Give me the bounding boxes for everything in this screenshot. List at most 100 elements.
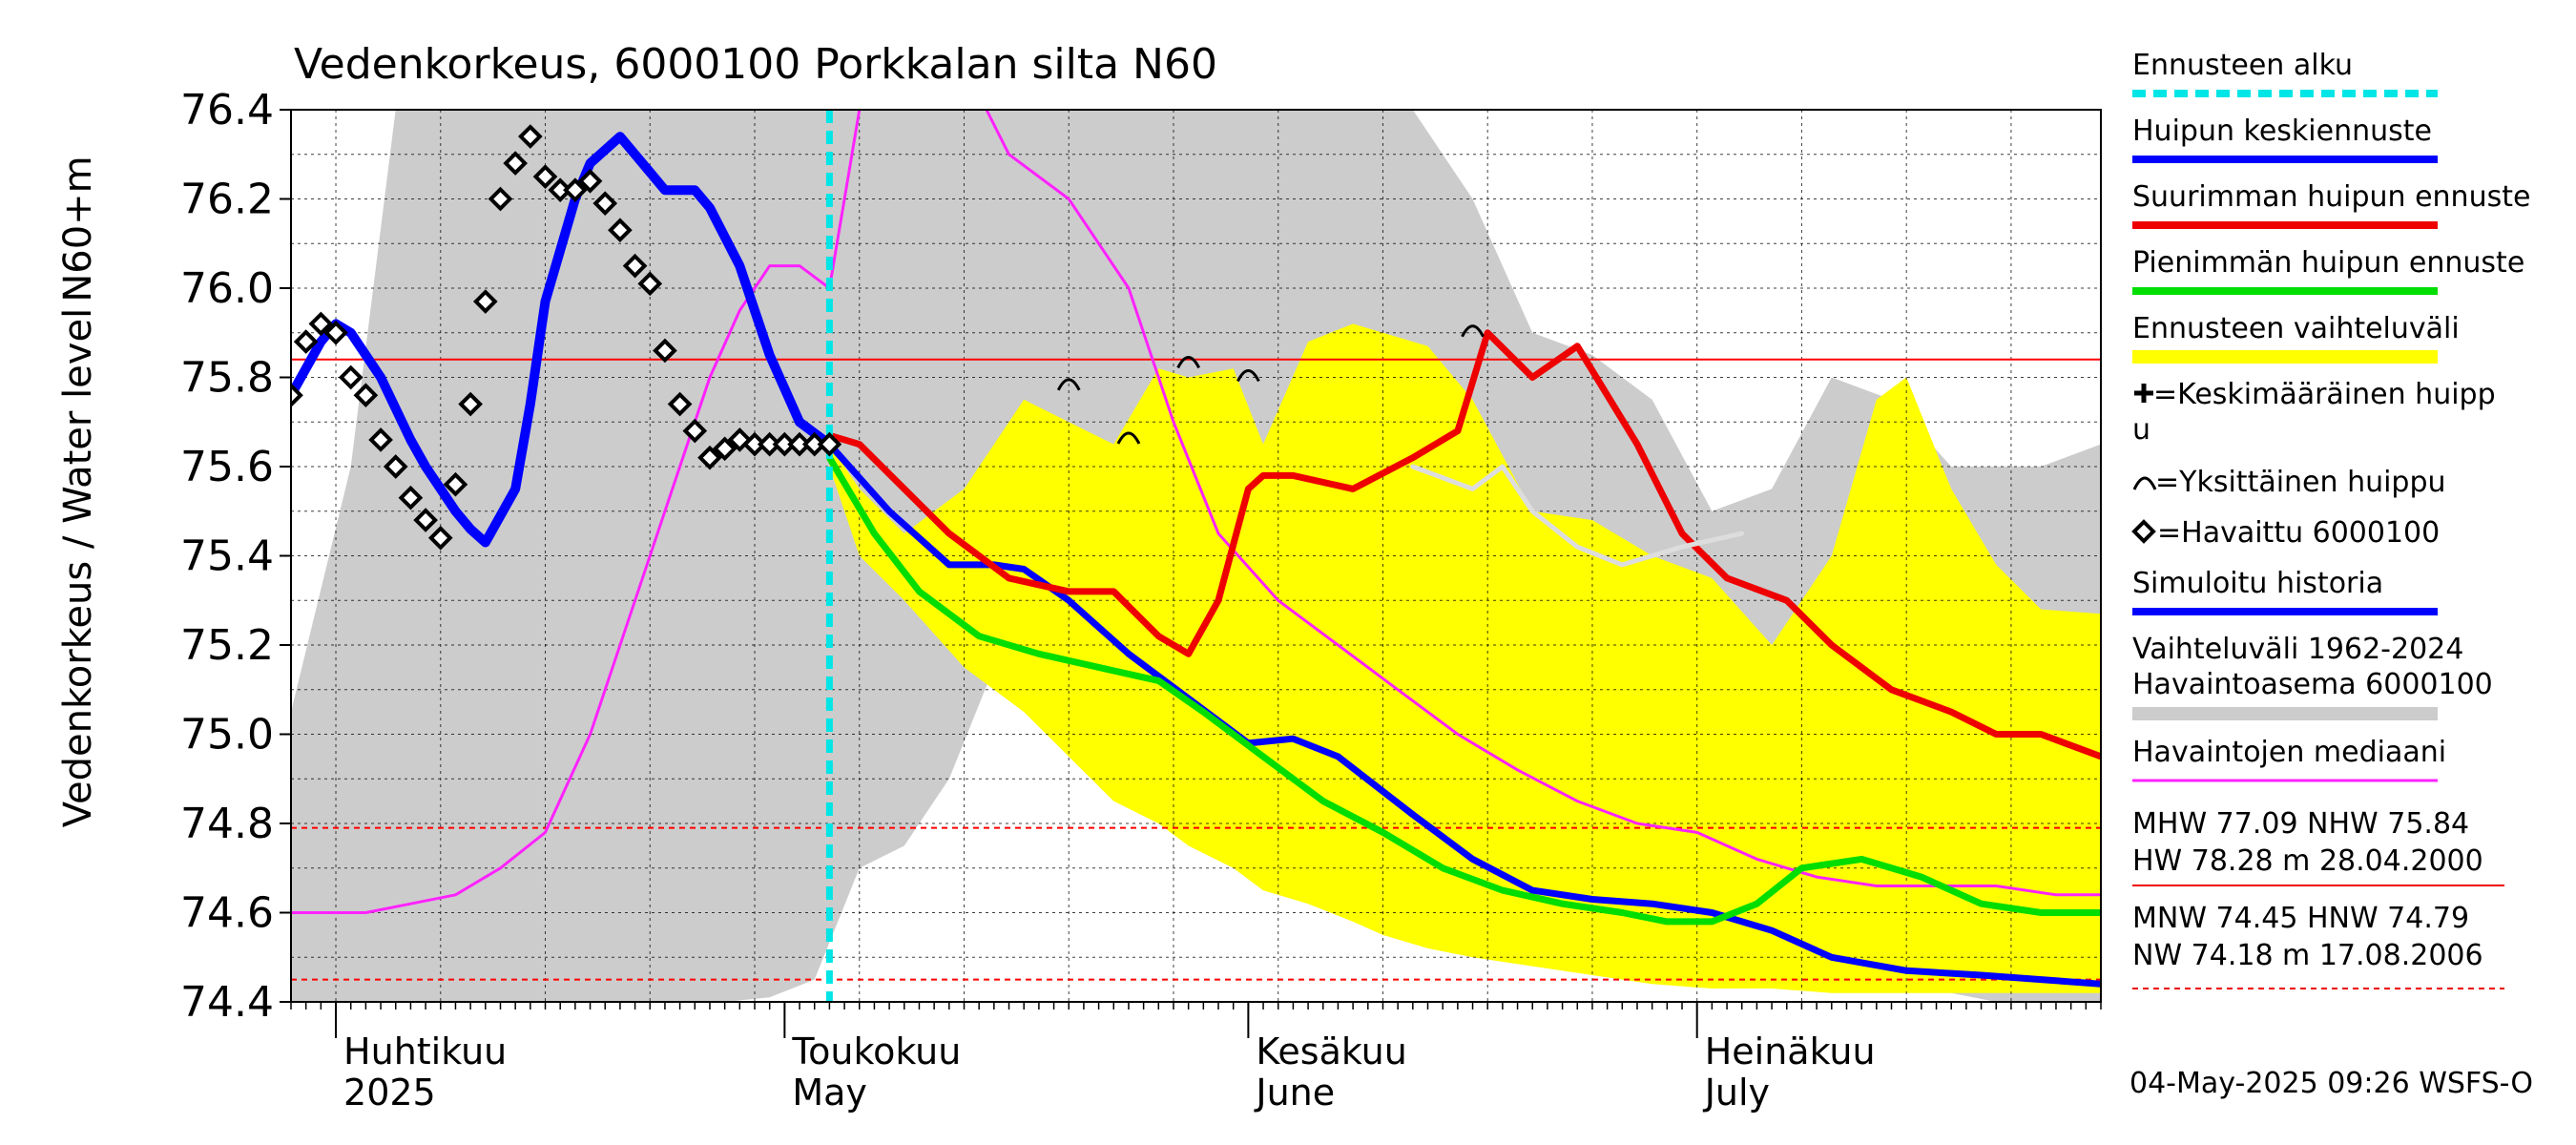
observed-point bbox=[291, 383, 303, 408]
chart-title: Vedenkorkeus, 6000100 Porkkalan silta N6… bbox=[294, 40, 1217, 89]
legend-entry-5: =Keskimääräinen huippu bbox=[2132, 378, 2496, 447]
y-tick-label: 75.0 bbox=[180, 711, 274, 760]
observed-point bbox=[653, 338, 677, 364]
y-tick-label: 76.2 bbox=[180, 176, 274, 224]
legend-label: Ennusteen alku bbox=[2132, 49, 2353, 82]
y-tick-label: 74.6 bbox=[180, 889, 274, 938]
series-lines bbox=[291, 110, 2101, 988]
y-ticks: 74.4 74.6 74.8 75.0 75.2 75.4 75.6 75.8 76.0 76.2… bbox=[180, 86, 291, 1027]
arc-icon bbox=[2132, 476, 2157, 490]
observed-point bbox=[637, 271, 663, 297]
legend-entry-8: Simuloitu historia bbox=[2132, 567, 2438, 615]
legend-label: Ennusteen vaihteluväli bbox=[2132, 312, 2460, 345]
stats-line-4: NW 74.18 m 17.08.2006 bbox=[2132, 939, 2483, 972]
observed-point bbox=[308, 311, 334, 337]
legend-entry-1: Huipun keskiennuste bbox=[2132, 114, 2438, 163]
observed-point bbox=[323, 320, 348, 345]
observed-point bbox=[682, 418, 708, 444]
forecast-range-band bbox=[829, 323, 2101, 993]
observed-point bbox=[443, 471, 468, 497]
observed-point bbox=[817, 431, 842, 457]
single-peak-marker bbox=[1236, 369, 1260, 383]
x-month-sublabel: June bbox=[1254, 1072, 1335, 1114]
single-peak-marker bbox=[1176, 356, 1201, 369]
y-tick-label: 75.4 bbox=[180, 532, 274, 581]
observed-point bbox=[427, 525, 453, 551]
legend-entry-3: Pienimmän huipun ennuste bbox=[2132, 246, 2524, 295]
diamond-icon bbox=[2131, 519, 2156, 544]
observed-point bbox=[488, 186, 513, 212]
observed-point bbox=[577, 168, 603, 194]
legend-entry-7: =Havaittu 6000100 bbox=[2131, 516, 2440, 550]
observed-point bbox=[532, 164, 558, 189]
x-month-sublabel: 2025 bbox=[343, 1072, 436, 1114]
reference-lines bbox=[291, 358, 2101, 981]
legend-entry-6: =Yksittäinen huippu bbox=[2132, 466, 2446, 499]
series-line-1 bbox=[291, 132, 835, 548]
observed-point bbox=[608, 218, 633, 243]
legend-label: Pienimmän huipun ennuste bbox=[2132, 246, 2524, 280]
legend-label: Vaihteluväli 1962-2024 bbox=[2132, 633, 2463, 666]
x-month-sublabel: July bbox=[1703, 1072, 1770, 1114]
legend-entry-9: Vaihteluväli 1962-2024 Havaintoasema 600… bbox=[2132, 633, 2493, 720]
x-month-label: Toukokuu bbox=[791, 1030, 961, 1072]
markers bbox=[291, 124, 1485, 551]
observed-point bbox=[518, 124, 543, 149]
legend-label: =Havaittu 6000100 bbox=[2157, 516, 2440, 550]
observed-point bbox=[458, 391, 483, 417]
plus-icon bbox=[2134, 384, 2153, 403]
legend-label: Havaintoasema 6000100 bbox=[2132, 668, 2493, 701]
stats-line-2: HW 78.28 m 28.04.2000 bbox=[2132, 844, 2483, 878]
y-axis-unit: N60+m bbox=[56, 156, 100, 302]
legend-label: =Yksittäinen huippu bbox=[2155, 466, 2446, 499]
y-tick-label: 76.0 bbox=[180, 264, 274, 313]
grid-lines bbox=[291, 110, 2101, 1002]
legend-label: Simuloitu historia bbox=[2132, 567, 2383, 600]
legend-label: =Keskimääräinen huipp bbox=[2153, 378, 2496, 411]
observed-point bbox=[592, 191, 618, 217]
y-tick-label: 75.8 bbox=[180, 354, 274, 403]
observed-point bbox=[712, 436, 737, 462]
observed-point bbox=[353, 383, 379, 408]
observed-point bbox=[622, 253, 648, 279]
x-month-label: Huhtikuu bbox=[343, 1030, 507, 1072]
series-line-4 bbox=[825, 454, 2101, 926]
observed-point bbox=[503, 151, 528, 176]
series-line-5 bbox=[1410, 464, 1745, 568]
x-month-label: Kesäkuu bbox=[1256, 1030, 1407, 1072]
observed-point bbox=[398, 485, 424, 510]
legend-label: u bbox=[2132, 413, 2150, 447]
series-line-0 bbox=[291, 110, 2101, 914]
x-month-sublabel: May bbox=[792, 1072, 867, 1114]
observed-point bbox=[383, 454, 408, 479]
y-tick-label: 74.8 bbox=[180, 800, 274, 848]
y-tick-label: 75.6 bbox=[180, 443, 274, 491]
legend-entry-2: Suurimman huipun ennuste bbox=[2132, 180, 2530, 229]
single-peak-marker bbox=[1461, 324, 1485, 338]
legend-entry-10: Havaintojen mediaani bbox=[2132, 736, 2446, 782]
observed-point bbox=[563, 177, 588, 202]
observed-point bbox=[368, 427, 393, 452]
stats-line-1: MHW 77.09 NHW 75.84 bbox=[2132, 807, 2469, 841]
legend-label: Huipun keskiennuste bbox=[2132, 114, 2432, 148]
x-month-label: Heinäkuu bbox=[1705, 1030, 1876, 1072]
stats-line-3: MNW 74.45 HNW 74.79 bbox=[2132, 902, 2469, 935]
legend: Ennusteen alku Huipun keskiennuste Suurimm… bbox=[2131, 49, 2530, 782]
observed-point bbox=[413, 508, 438, 532]
single-peak-marker bbox=[1056, 378, 1081, 391]
observed-point bbox=[697, 445, 722, 470]
legend-entry-4: Ennusteen vaihteluväli bbox=[2132, 312, 2460, 364]
y-tick-label: 76.4 bbox=[180, 86, 274, 135]
stats-block: MHW 77.09 NHW 75.84 HW 78.28 m 28.04.200… bbox=[2132, 807, 2504, 989]
legend-label: Havaintojen mediaani bbox=[2132, 736, 2446, 769]
legend-label: Suurimman huipun ennuste bbox=[2132, 180, 2530, 214]
y-tick-label: 74.4 bbox=[180, 978, 274, 1027]
observed-point bbox=[472, 289, 498, 314]
series-line-3 bbox=[825, 329, 2101, 760]
single-peak-marker bbox=[1116, 431, 1141, 445]
legend-entry-0: Ennusteen alku bbox=[2132, 49, 2438, 97]
observed-point bbox=[338, 364, 364, 390]
footer-timestamp: 04-May-2025 09:26 WSFS-O bbox=[2129, 1067, 2533, 1100]
